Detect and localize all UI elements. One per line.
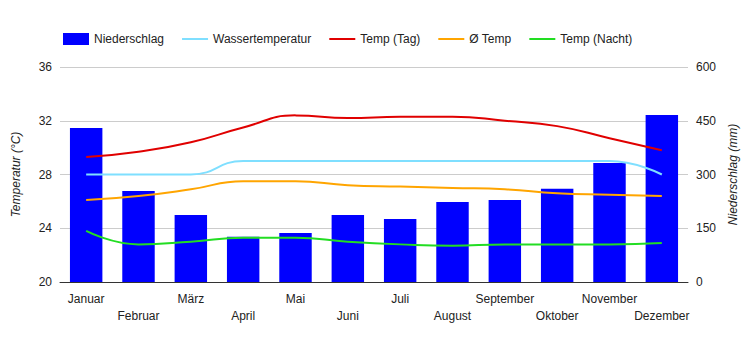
svg-text:Juli: Juli xyxy=(391,292,409,306)
svg-text:Wassertemperatur: Wassertemperatur xyxy=(213,32,311,46)
svg-text:November: November xyxy=(582,292,637,306)
svg-text:August: August xyxy=(434,309,472,323)
svg-text:24: 24 xyxy=(39,221,53,235)
svg-text:Mai: Mai xyxy=(286,292,305,306)
svg-text:September: September xyxy=(475,292,534,306)
svg-text:März: März xyxy=(177,292,204,306)
svg-text:Oktober: Oktober xyxy=(536,309,579,323)
svg-text:150: 150 xyxy=(696,221,716,235)
svg-text:20: 20 xyxy=(39,275,53,289)
svg-text:Temperatur (°C): Temperatur (°C) xyxy=(9,132,23,218)
svg-text:36: 36 xyxy=(39,60,53,74)
svg-text:Februar: Februar xyxy=(117,309,159,323)
svg-text:Juni: Juni xyxy=(337,309,359,323)
svg-text:Januar: Januar xyxy=(68,292,105,306)
svg-text:0: 0 xyxy=(696,275,703,289)
svg-text:Temp (Tag): Temp (Tag) xyxy=(360,32,420,46)
svg-text:Temp (Nacht): Temp (Nacht) xyxy=(560,32,632,46)
svg-text:32: 32 xyxy=(39,114,53,128)
svg-text:Niederschlag (mm): Niederschlag (mm) xyxy=(726,124,740,225)
svg-text:600: 600 xyxy=(696,60,716,74)
svg-text:450: 450 xyxy=(696,114,716,128)
svg-text:Ø Temp: Ø Temp xyxy=(469,32,511,46)
svg-text:Niederschlag: Niederschlag xyxy=(94,32,164,46)
svg-text:April: April xyxy=(231,309,255,323)
svg-text:Dezember: Dezember xyxy=(634,309,689,323)
svg-text:28: 28 xyxy=(39,168,53,182)
svg-text:300: 300 xyxy=(696,168,716,182)
